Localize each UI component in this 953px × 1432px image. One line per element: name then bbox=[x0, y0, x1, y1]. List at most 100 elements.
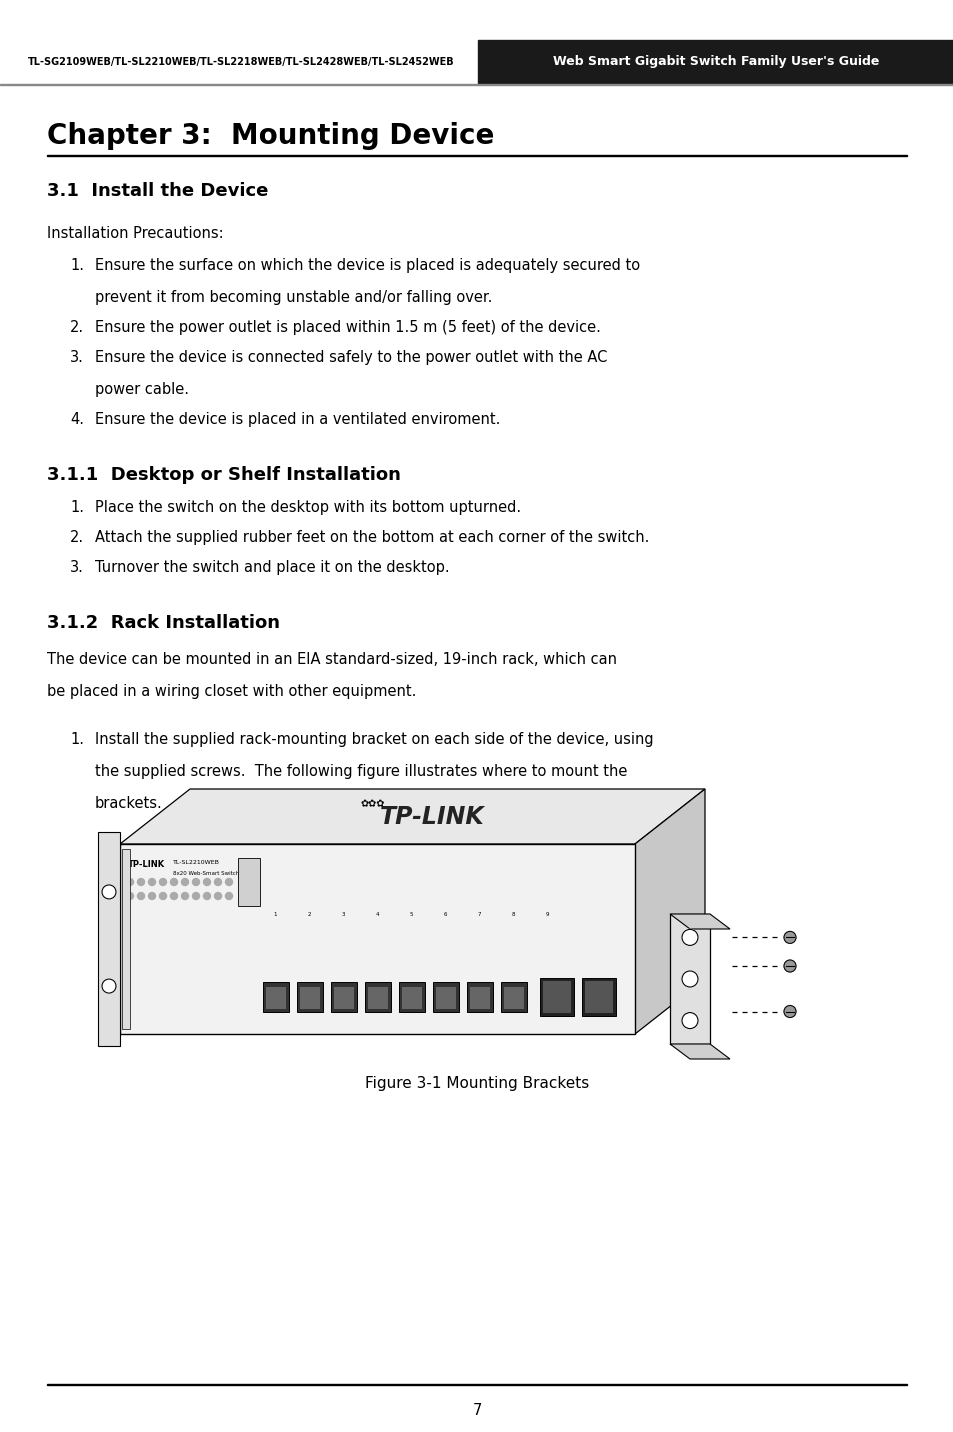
Bar bbox=[500, 982, 526, 1012]
Text: the supplied screws.  The following figure illustrates where to mount the: the supplied screws. The following figur… bbox=[95, 765, 627, 779]
Text: 3.1.1  Desktop or Shelf Installation: 3.1.1 Desktop or Shelf Installation bbox=[47, 465, 400, 484]
Text: TL-SL2210WEB: TL-SL2210WEB bbox=[172, 861, 219, 865]
Polygon shape bbox=[120, 843, 635, 1034]
Text: 1.: 1. bbox=[70, 732, 84, 748]
Text: 8: 8 bbox=[511, 912, 515, 916]
Text: brackets.: brackets. bbox=[95, 796, 163, 811]
Circle shape bbox=[225, 892, 233, 899]
Text: TP-LINK: TP-LINK bbox=[380, 805, 484, 829]
Polygon shape bbox=[120, 789, 704, 843]
Text: 2.: 2. bbox=[70, 530, 84, 546]
Text: Ensure the power outlet is placed within 1.5 m (5 feet) of the device.: Ensure the power outlet is placed within… bbox=[95, 319, 600, 335]
Bar bbox=[401, 987, 421, 1010]
Circle shape bbox=[137, 892, 144, 899]
Circle shape bbox=[149, 892, 155, 899]
Text: 3.1  Install the Device: 3.1 Install the Device bbox=[47, 182, 268, 200]
Circle shape bbox=[214, 878, 221, 885]
Text: 4.: 4. bbox=[70, 412, 84, 427]
Circle shape bbox=[783, 959, 795, 972]
Bar bbox=[436, 987, 456, 1010]
Text: 7: 7 bbox=[476, 912, 480, 916]
Text: power cable.: power cable. bbox=[95, 382, 189, 397]
Circle shape bbox=[171, 892, 177, 899]
Text: 3.1.2  Rack Installation: 3.1.2 Rack Installation bbox=[47, 614, 280, 632]
Circle shape bbox=[102, 979, 116, 992]
Bar bbox=[470, 987, 490, 1010]
Bar bbox=[122, 849, 130, 1030]
Polygon shape bbox=[635, 789, 704, 1034]
Circle shape bbox=[159, 892, 167, 899]
Circle shape bbox=[127, 878, 133, 885]
Circle shape bbox=[681, 971, 698, 987]
Bar bbox=[47, 155, 906, 156]
Bar bbox=[237, 858, 260, 906]
Text: 6: 6 bbox=[443, 912, 446, 916]
Bar bbox=[368, 987, 388, 1010]
Text: The device can be mounted in an EIA standard-sized, 19-inch rack, which can: The device can be mounted in an EIA stan… bbox=[47, 652, 617, 667]
Text: ✿✿✿: ✿✿✿ bbox=[360, 799, 384, 809]
Circle shape bbox=[681, 1012, 698, 1028]
Circle shape bbox=[681, 929, 698, 945]
Text: Install the supplied rack-mounting bracket on each side of the device, using: Install the supplied rack-mounting brack… bbox=[95, 732, 653, 748]
Text: Ensure the device is placed in a ventilated enviroment.: Ensure the device is placed in a ventila… bbox=[95, 412, 500, 427]
Text: 5: 5 bbox=[409, 912, 413, 916]
Circle shape bbox=[193, 892, 199, 899]
Text: Place the switch on the desktop with its bottom upturned.: Place the switch on the desktop with its… bbox=[95, 500, 520, 516]
Bar bbox=[467, 982, 493, 1012]
Text: Ensure the surface on which the device is placed is adequately secured to: Ensure the surface on which the device i… bbox=[95, 258, 639, 274]
Bar bbox=[433, 982, 458, 1012]
Circle shape bbox=[149, 878, 155, 885]
Text: Installation Precautions:: Installation Precautions: bbox=[47, 226, 223, 241]
Text: 4: 4 bbox=[375, 912, 378, 916]
Text: Web Smart Gigabit Switch Family User's Guide: Web Smart Gigabit Switch Family User's G… bbox=[552, 56, 879, 69]
Text: 7: 7 bbox=[472, 1403, 481, 1418]
Circle shape bbox=[181, 878, 189, 885]
Circle shape bbox=[159, 878, 167, 885]
Polygon shape bbox=[669, 1044, 729, 1060]
Bar bbox=[669, 914, 709, 1044]
Text: 3.: 3. bbox=[70, 560, 84, 576]
Bar bbox=[296, 982, 323, 1012]
Text: 1.: 1. bbox=[70, 500, 84, 516]
Text: 3: 3 bbox=[341, 912, 344, 916]
Text: be placed in a wiring closet with other equipment.: be placed in a wiring closet with other … bbox=[47, 684, 416, 699]
Polygon shape bbox=[669, 914, 729, 929]
Text: Chapter 3:  Mounting Device: Chapter 3: Mounting Device bbox=[47, 122, 494, 150]
Bar bbox=[0, 40, 953, 84]
Bar bbox=[0, 83, 953, 84]
Bar bbox=[398, 982, 424, 1012]
Circle shape bbox=[203, 878, 211, 885]
Bar bbox=[334, 987, 354, 1010]
Text: Turnover the switch and place it on the desktop.: Turnover the switch and place it on the … bbox=[95, 560, 449, 576]
Text: 9: 9 bbox=[545, 912, 548, 916]
Bar bbox=[98, 832, 120, 1045]
Circle shape bbox=[193, 878, 199, 885]
Circle shape bbox=[225, 878, 233, 885]
Text: 2: 2 bbox=[307, 912, 311, 916]
Bar bbox=[539, 978, 574, 1015]
Bar bbox=[503, 987, 523, 1010]
Text: Ensure the device is connected safely to the power outlet with the AC: Ensure the device is connected safely to… bbox=[95, 349, 607, 365]
Circle shape bbox=[214, 892, 221, 899]
Text: TL-SG2109WEB/TL-SL2210WEB/TL-SL2218WEB/TL-SL2428WEB/TL-SL2452WEB: TL-SG2109WEB/TL-SL2210WEB/TL-SL2218WEB/T… bbox=[28, 57, 455, 67]
Text: 1: 1 bbox=[273, 912, 276, 916]
Bar bbox=[542, 981, 571, 1012]
Circle shape bbox=[783, 1005, 795, 1018]
Bar bbox=[299, 987, 319, 1010]
Bar bbox=[266, 987, 286, 1010]
Text: 1.: 1. bbox=[70, 258, 84, 274]
Bar bbox=[477, 40, 953, 84]
Circle shape bbox=[102, 885, 116, 899]
Bar bbox=[331, 982, 356, 1012]
Circle shape bbox=[203, 892, 211, 899]
Text: TP-LINK: TP-LINK bbox=[128, 861, 165, 869]
Circle shape bbox=[127, 892, 133, 899]
Text: Figure 3-1 Mounting Brackets: Figure 3-1 Mounting Brackets bbox=[364, 1075, 589, 1091]
Text: 8x20 Web-Smart Switch: 8x20 Web-Smart Switch bbox=[172, 871, 239, 876]
Bar bbox=[365, 982, 391, 1012]
Bar bbox=[584, 981, 613, 1012]
Bar bbox=[581, 978, 616, 1015]
Text: 3.: 3. bbox=[70, 349, 84, 365]
Bar bbox=[263, 982, 289, 1012]
Circle shape bbox=[137, 878, 144, 885]
